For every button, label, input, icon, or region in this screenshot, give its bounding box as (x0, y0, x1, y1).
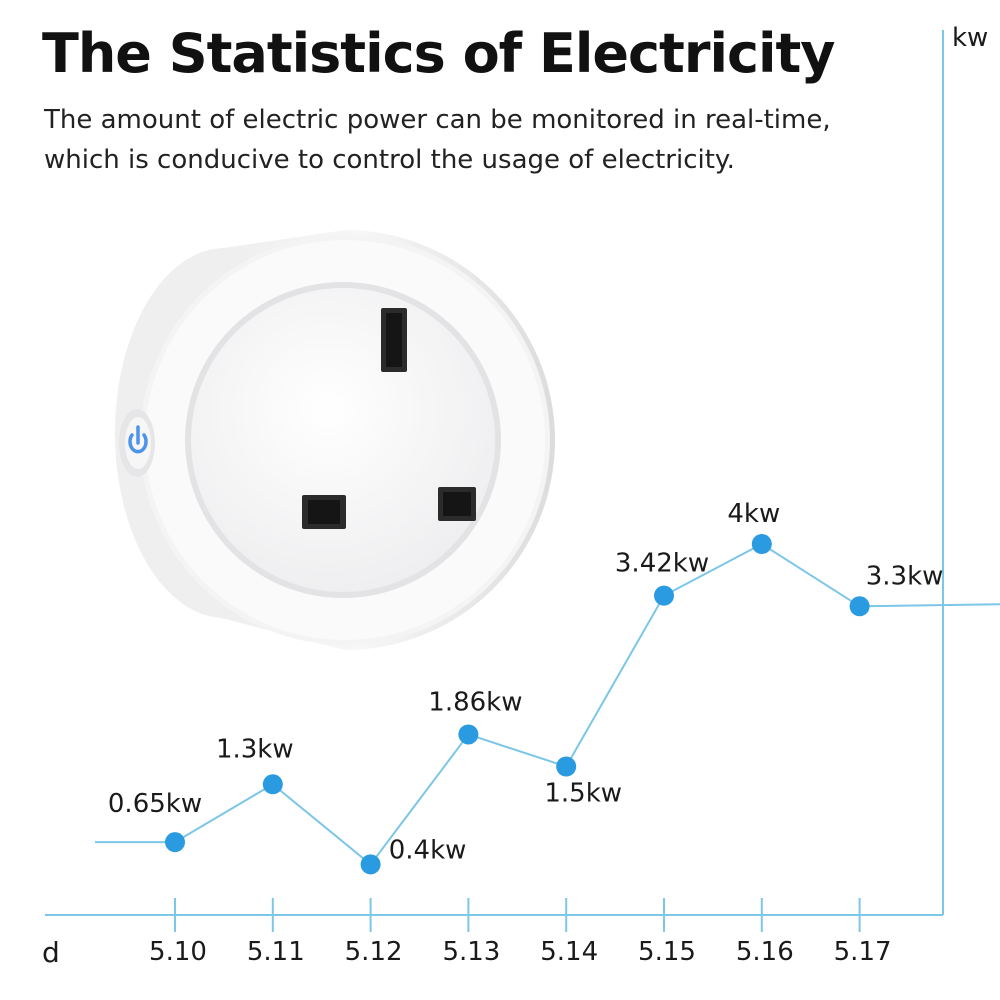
data-label: 1.3kw (216, 734, 294, 764)
data-label: 1.5kw (544, 779, 622, 809)
data-point (165, 832, 185, 853)
x-tick-label: 5.11 (247, 937, 305, 967)
x-tick-label: 5.17 (834, 937, 892, 967)
data-label: 4kw (727, 499, 780, 529)
x-tick-label: 5.15 (638, 937, 696, 967)
data-label: 1.86kw (428, 687, 522, 717)
data-label: 0.4kw (389, 835, 467, 865)
series-line (95, 542, 1000, 866)
x-tick-label: 5.13 (442, 937, 500, 967)
data-point (262, 774, 283, 795)
data-point (556, 756, 577, 777)
data-point (849, 596, 870, 617)
data-point (751, 534, 772, 554)
x-tick-label: 5.10 (149, 937, 207, 967)
data-label: 0.65kw (108, 789, 202, 819)
x-tick-label: 5.14 (540, 937, 598, 967)
x-tick-label: 5.12 (345, 937, 403, 967)
smart-plug-image (115, 230, 555, 650)
page-title: The Statistics of Electricity (42, 22, 835, 85)
x-tick-label: 5.16 (736, 937, 794, 967)
data-label: 3.3kw (866, 561, 944, 591)
y-axis-label: kw (952, 23, 988, 53)
data-point (360, 854, 381, 875)
data-label: 3.42kw (615, 549, 709, 579)
page-subtitle: The amount of electric power can be moni… (44, 105, 831, 175)
data-point (654, 585, 674, 606)
data-point (458, 724, 479, 745)
x-axis-label: d (42, 936, 60, 969)
